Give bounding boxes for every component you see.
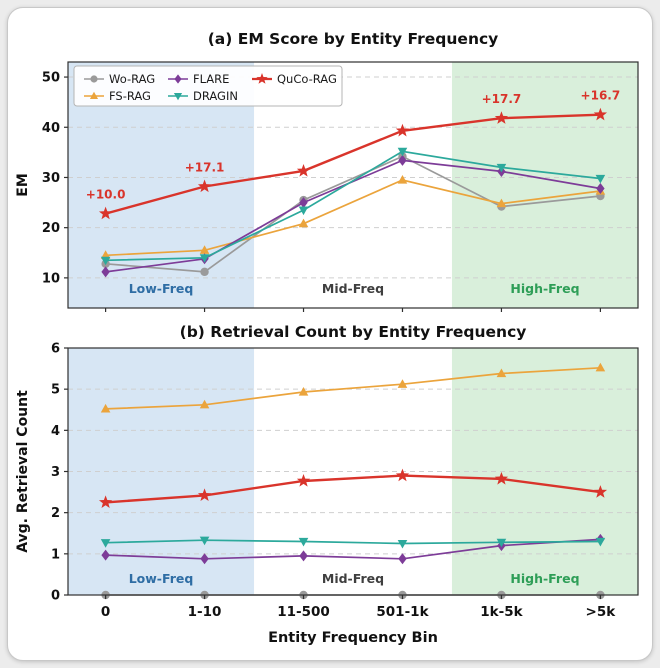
- y-tick-label: 5: [51, 383, 60, 398]
- x-tick-label: 11-500: [277, 604, 330, 620]
- triangle-up-marker: [298, 387, 309, 396]
- triangle-up-marker: [89, 91, 99, 100]
- region-label: Low-Freq: [129, 571, 194, 586]
- panel-a-title: (a) EM Score by Entity Frequency: [207, 30, 499, 48]
- legend-label: FS-RAG: [109, 89, 151, 103]
- star-marker: [197, 488, 212, 502]
- plot-border: [67, 61, 639, 309]
- y-axis-label: EM: [15, 173, 31, 197]
- y-axis-label: Avg. Retrieval Count: [15, 390, 31, 553]
- legend-label: FLARE: [193, 72, 229, 86]
- triangle-down-marker: [298, 206, 309, 216]
- diamond-marker: [101, 549, 110, 561]
- star-marker: [98, 206, 113, 220]
- x-tick-label: 1k-5k: [480, 604, 523, 620]
- diamond-marker: [200, 553, 209, 565]
- legend-box: [73, 65, 343, 107]
- region-label: Low-Freq: [129, 281, 194, 296]
- triangle-up-marker: [100, 403, 111, 413]
- triangle-up-marker: [397, 174, 408, 184]
- y-tick-label: 2: [51, 506, 60, 521]
- x-tick-label: 1-10: [188, 604, 222, 620]
- series-line-FS-RAG: [105, 366, 601, 410]
- star-marker: [395, 123, 410, 137]
- annotation: +16.7: [581, 89, 621, 103]
- star-marker: [197, 179, 212, 193]
- triangle-down-marker: [173, 92, 183, 101]
- diamond-marker: [596, 183, 605, 195]
- annotation: +17.1: [185, 161, 225, 175]
- star-marker: [296, 473, 311, 487]
- circle-marker: [90, 75, 98, 83]
- triangle-down-marker: [397, 147, 408, 157]
- diamond-marker: [101, 266, 110, 278]
- triangle-down-marker: [199, 254, 210, 263]
- diamond-marker: [398, 154, 407, 166]
- triangle-down-marker: [496, 538, 507, 548]
- star-marker: [395, 468, 410, 482]
- x-tick-label: 0: [101, 604, 110, 620]
- legend-label: DRAGIN: [193, 89, 238, 103]
- x-tick-label: 501-1k: [376, 604, 429, 620]
- y-tick-label: 1: [51, 547, 60, 562]
- triangle-down-marker: [595, 537, 606, 547]
- region-label: Mid-Freq: [322, 571, 384, 586]
- series-line-Wo-RAG: [105, 155, 601, 273]
- star-marker: [593, 485, 608, 498]
- triangle-down-marker: [496, 163, 507, 173]
- y-tick-label: 50: [42, 71, 60, 86]
- star-marker: [494, 471, 509, 485]
- series-line-FLARE: [105, 538, 601, 560]
- triangle-down-marker: [298, 537, 309, 547]
- y-tick-label: 0: [51, 589, 60, 604]
- triangle-up-marker: [496, 368, 507, 378]
- series-line-QuCo-RAG: [105, 474, 601, 504]
- y-tick-label: 4: [51, 424, 60, 439]
- series-line-DRAGIN: [105, 539, 601, 545]
- retrieval-count-chart: Low-Freq Mid-Freq High-Freq 0 1 2 3 4 5 6 0 1-10 11-…: [15, 342, 639, 620]
- annotation: +17.7: [482, 92, 522, 106]
- legend-label: Wo-RAG: [109, 72, 155, 86]
- em-score-chart: Low-Freq Mid-Freq High-Freq 10 20 30 40 50 EM Wo-…: [15, 61, 639, 312]
- diamond-marker: [299, 197, 308, 209]
- series-line-DRAGIN: [105, 150, 601, 262]
- triangle-up-marker: [199, 399, 210, 409]
- diamond-marker: [299, 550, 308, 562]
- annotation: +10.0: [86, 188, 126, 202]
- star-marker: [98, 495, 113, 509]
- triangle-up-marker: [496, 198, 507, 208]
- triangle-down-marker: [100, 256, 111, 266]
- star-marker: [296, 163, 311, 177]
- y-tick-label: 3: [51, 465, 60, 480]
- series-line-FS-RAG: [105, 179, 601, 257]
- y-tick-label: 20: [42, 221, 60, 236]
- star-marker: [593, 107, 608, 121]
- triangle-up-marker: [397, 379, 408, 388]
- panel-b-title: (b) Retrieval Count by Entity Frequency: [179, 323, 527, 341]
- region-band: [451, 62, 638, 308]
- x-axis-label: Entity Frequency Bin: [268, 630, 438, 646]
- x-tick-label: >5k: [586, 604, 617, 620]
- y-tick-label: 6: [51, 342, 60, 357]
- triangle-down-marker: [100, 539, 111, 548]
- star-marker: [494, 111, 509, 124]
- y-tick-label: 30: [42, 171, 60, 186]
- circle-marker: [200, 267, 209, 277]
- triangle-up-marker: [199, 245, 210, 254]
- triangle-up-marker: [298, 218, 309, 228]
- triangle-down-marker: [199, 536, 210, 546]
- y-tick-label: 10: [42, 271, 60, 286]
- star-marker: [256, 73, 268, 84]
- y-tick-label: 40: [42, 121, 60, 136]
- region-label: High-Freq: [510, 281, 579, 296]
- legend-label: QuCo-RAG: [277, 72, 337, 86]
- series-line-QuCo-RAG: [105, 113, 601, 215]
- triangle-down-marker: [397, 539, 408, 549]
- diamond-marker: [398, 553, 407, 565]
- diamond-marker: [174, 74, 182, 84]
- triangle-up-marker: [595, 362, 606, 372]
- region-label: High-Freq: [510, 571, 579, 586]
- region-label: Mid-Freq: [322, 281, 384, 296]
- triangle-down-marker: [595, 174, 606, 184]
